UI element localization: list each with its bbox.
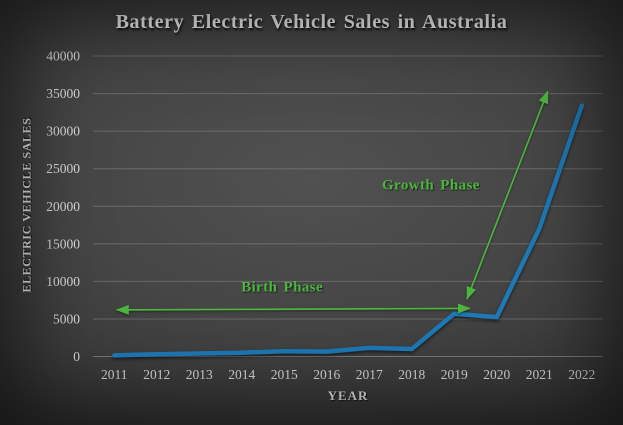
x-tick-label: 2011 (101, 367, 128, 382)
y-tick-label: 10000 (46, 274, 80, 289)
phase-arrow (115, 303, 471, 315)
annotation-birth-phase-label: Birth Phase (241, 279, 324, 296)
sales-line-series (112, 103, 585, 358)
x-tick-label: 2016 (313, 367, 340, 382)
y-tick-label: 15000 (46, 236, 80, 251)
x-axis-title: YEAR (327, 388, 369, 403)
y-tick-label: 20000 (46, 199, 80, 214)
x-tick-label: 2021 (526, 367, 553, 382)
annotation-growth-phase-label: Growth Phase (381, 177, 480, 194)
chart-title: Battery Electric Vehicle Sales in Austra… (115, 11, 508, 33)
x-tick-label: 2018 (398, 367, 425, 382)
x-tick-label: 2019 (441, 367, 468, 382)
y-tick-label: 0 (73, 349, 80, 364)
x-tick-label: 2013 (186, 367, 213, 382)
x-tick-label: 2022 (568, 367, 595, 382)
x-tick-label: 2020 (483, 367, 510, 382)
x-tick-label: 2014 (228, 367, 255, 382)
y-tick-label: 25000 (46, 161, 80, 176)
y-tick-label: 5000 (53, 311, 80, 326)
y-tick-label: 30000 (46, 124, 80, 139)
x-tick-label: 2017 (356, 367, 383, 382)
x-tick-label: 2015 (271, 367, 298, 382)
y-tick-label: 35000 (46, 86, 80, 101)
phase-arrow (466, 90, 549, 300)
y-tick-label: 40000 (46, 49, 80, 64)
x-tick-label: 2012 (143, 367, 170, 382)
